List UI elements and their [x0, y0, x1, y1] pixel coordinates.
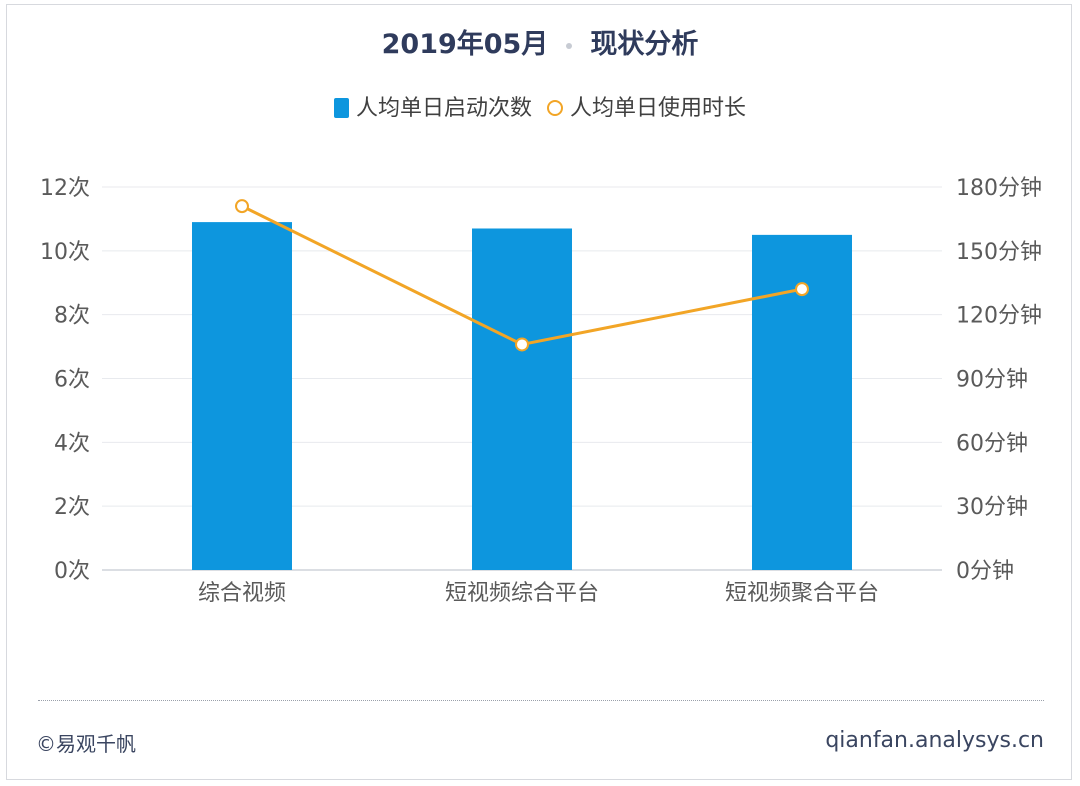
y-left-tick-label: 0次: [54, 559, 90, 584]
website-label: qianfan.analysys.cn: [825, 728, 1044, 753]
source-label: ©易观千帆: [36, 732, 136, 756]
y-left-tick-label: 10次: [40, 240, 90, 265]
line-point: [235, 199, 249, 214]
chart-title: 2019年05月 现状分析: [0, 22, 1080, 61]
y-right-tick-label: 90分钟: [956, 368, 1028, 393]
x-tick-label: 短视频聚合平台: [725, 581, 879, 606]
line-point: [795, 282, 809, 297]
x-tick-label: 短视频综合平台: [445, 581, 599, 606]
line-point: [515, 337, 529, 352]
y-right-tick-label: 60分钟: [956, 431, 1028, 456]
y-right-tick-label: 180分钟: [956, 176, 1042, 201]
legend-item-line: 人均单日使用时长: [547, 90, 746, 122]
y-right-tick-label: 120分钟: [956, 304, 1042, 329]
bar: [192, 222, 292, 570]
legend-bar-swatch: [333, 98, 349, 118]
title-topic: 现状分析: [590, 29, 699, 60]
y-left-tick-label: 4次: [54, 431, 90, 456]
legend-line-swatch: [547, 100, 563, 116]
title-date: 2019年05月: [381, 29, 549, 60]
y-left-tick-label: 8次: [54, 304, 90, 329]
y-right-tick-label: 0分钟: [956, 559, 1014, 584]
y-right-tick-label: 150分钟: [956, 240, 1042, 265]
legend-bar-label: 人均单日启动次数: [355, 96, 532, 121]
legend: 人均单日启动次数 人均单日使用时长: [0, 90, 1080, 122]
legend-item-bar: 人均单日启动次数: [333, 90, 532, 122]
y-left-tick-label: 6次: [54, 368, 90, 393]
y-left-tick-label: 12次: [40, 176, 90, 201]
title-separator-dot: [566, 42, 573, 49]
x-tick-label: 综合视频: [198, 581, 286, 606]
footer-divider: [38, 700, 1044, 701]
y-left-tick-label: 2次: [54, 495, 90, 520]
y-right-tick-label: 30分钟: [956, 495, 1028, 520]
legend-line-label: 人均单日使用时长: [570, 96, 747, 121]
bar: [472, 228, 572, 570]
